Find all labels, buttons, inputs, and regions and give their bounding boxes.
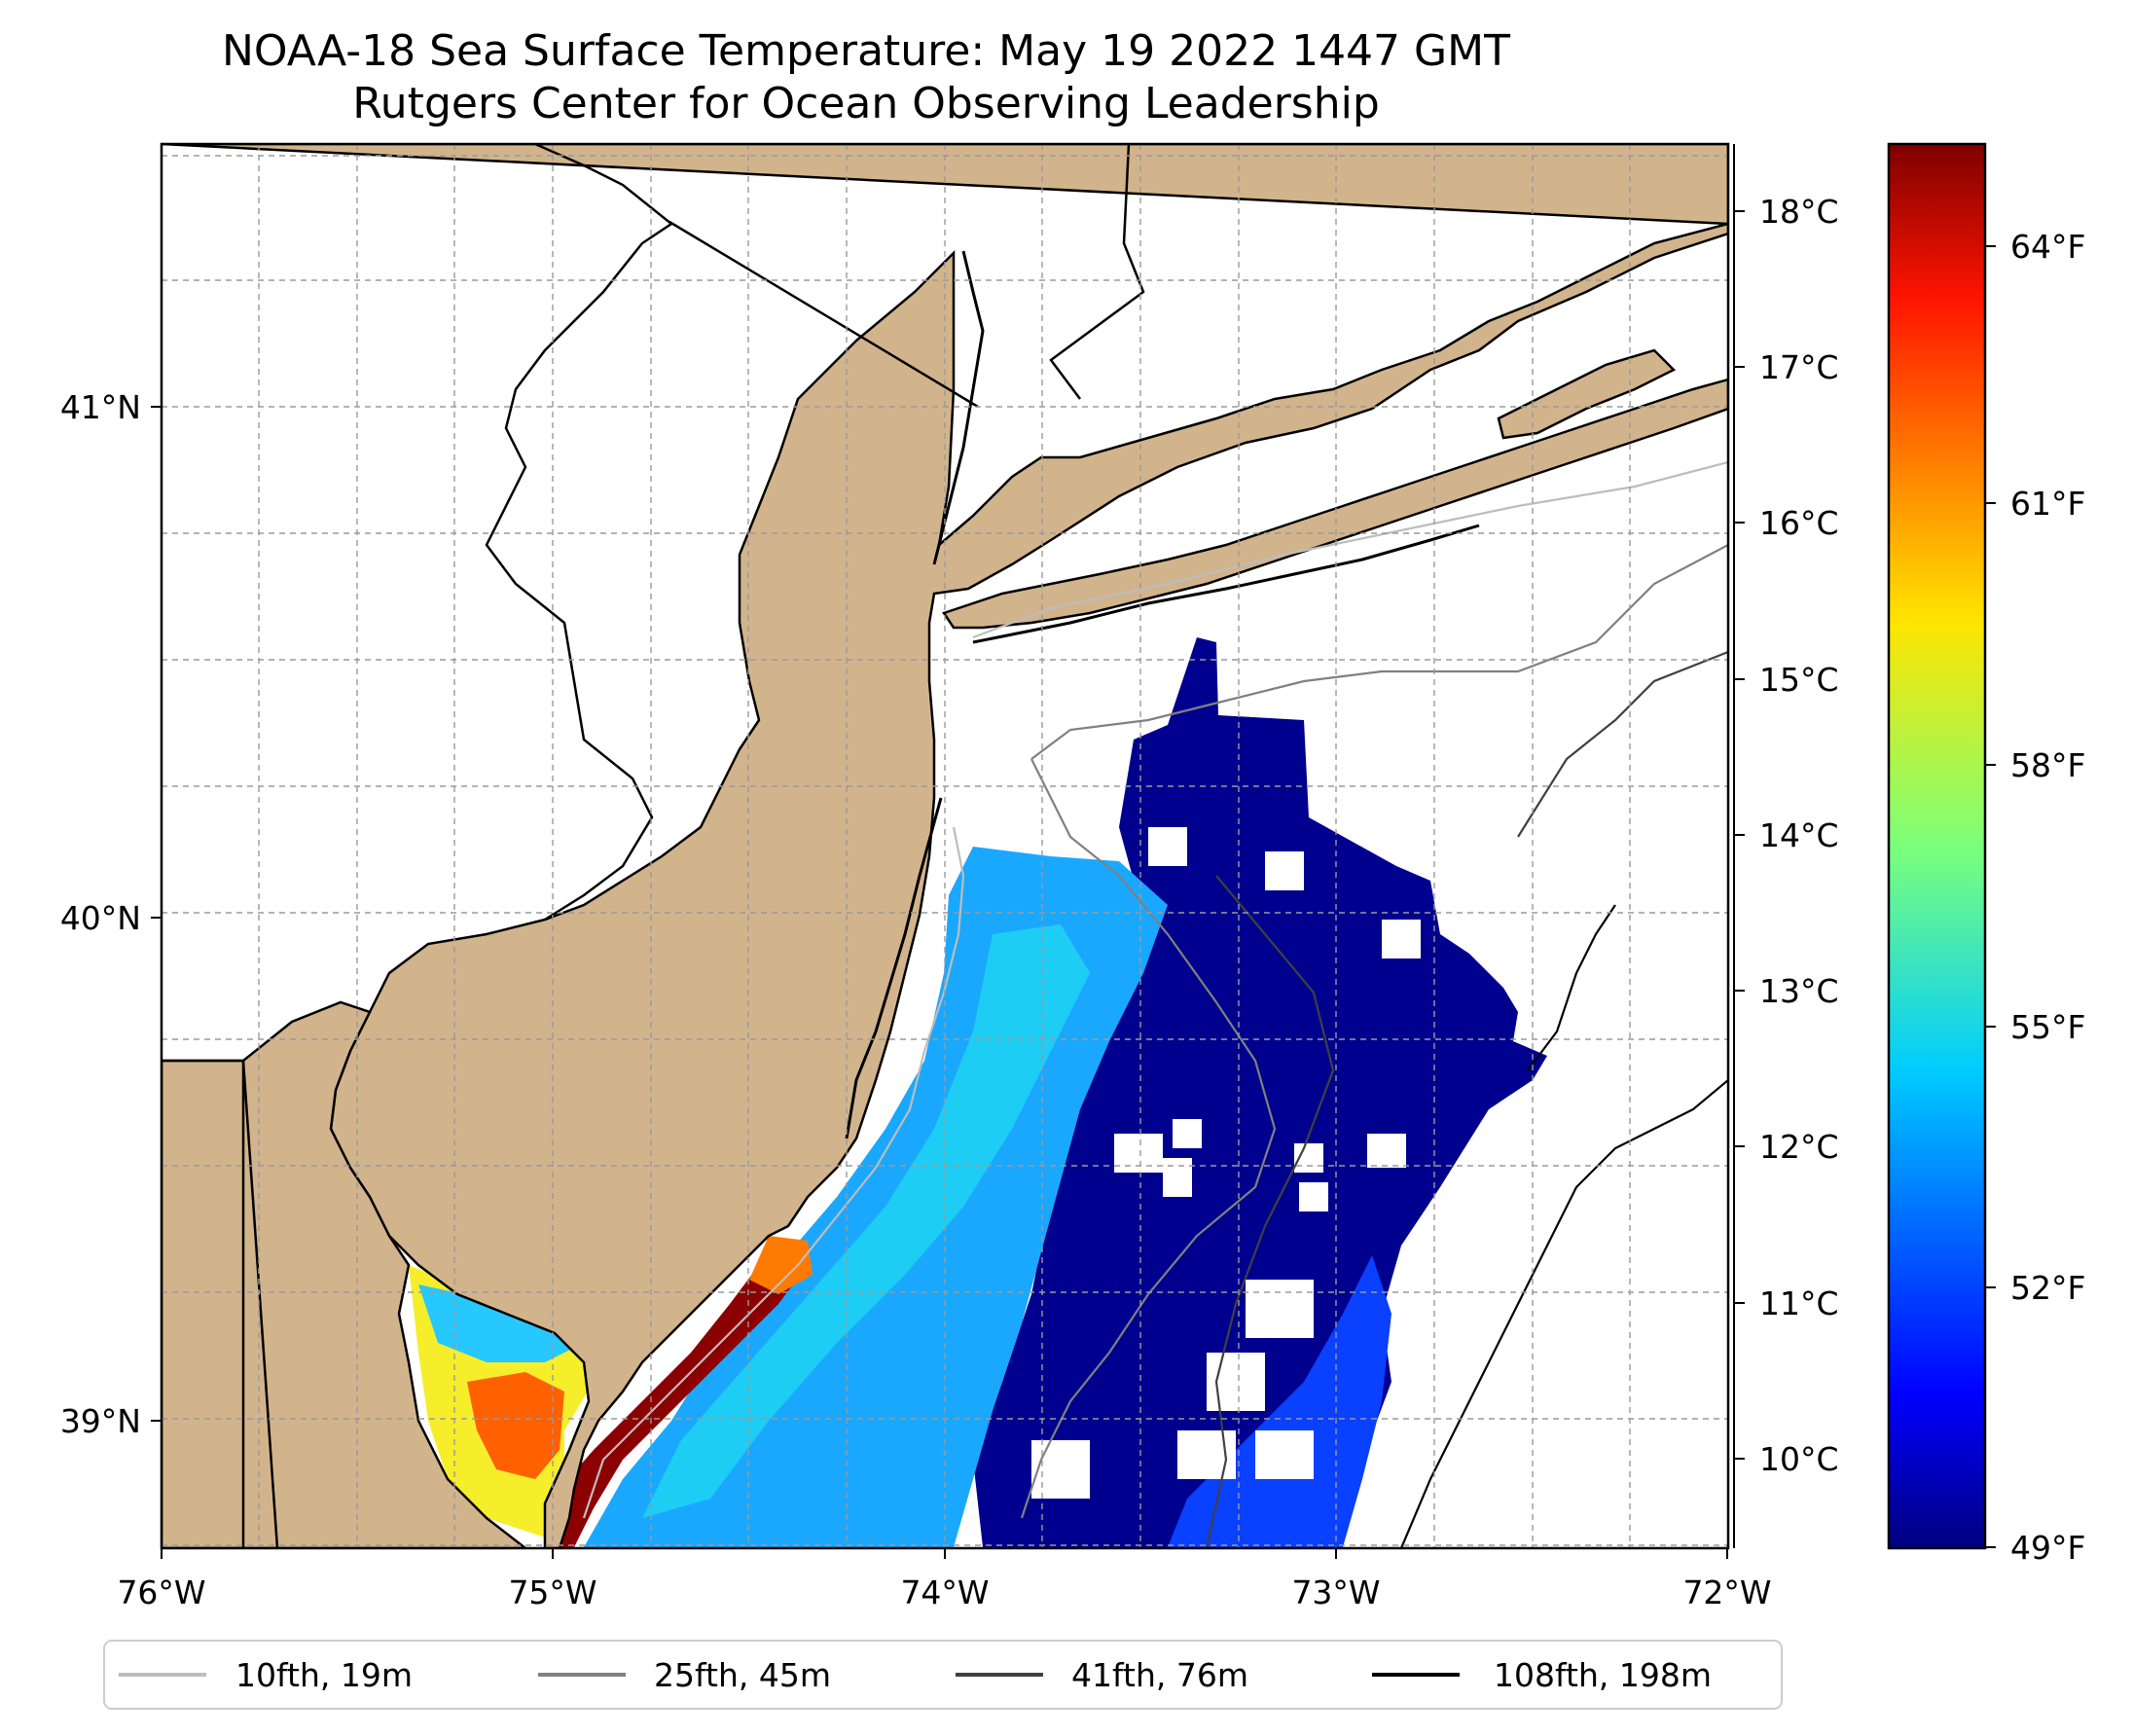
sst-mid-band — [642, 924, 1090, 1518]
legend-item: 25fth, 45m — [538, 1656, 831, 1694]
sst-warm-orange — [749, 1236, 813, 1294]
legend-box — [103, 1640, 1783, 1710]
border-ny-ct — [1049, 144, 1145, 400]
figure-title: NOAA-18 Sea Surface Temperature: May 19 … — [222, 26, 1510, 76]
sst-overlay — [409, 637, 1547, 1547]
gridlines — [162, 144, 1728, 1548]
legend-label: 41fth, 76m — [1071, 1656, 1248, 1694]
legend-label: 10fth, 19m — [235, 1656, 413, 1694]
celsius-tick-label: 15°C — [1759, 661, 1839, 699]
fahrenheit-tick-label: 61°F — [2010, 485, 2085, 523]
celsius-tick-label: 13°C — [1759, 972, 1839, 1010]
hudson-river — [932, 250, 985, 565]
fahrenheit-tick-label: 55°F — [2010, 1008, 2085, 1046]
x-tick-label: 72°W — [1682, 1573, 1771, 1611]
celsius-tick-label: 12°C — [1759, 1128, 1839, 1166]
celsius-scale: 18°C 17°C 16°C 15°C 14°C 13°C 12°C 11°C … — [1733, 144, 1839, 1548]
sst-delaware-bay-cool — [418, 1284, 584, 1362]
colorbar-gradient — [1887, 142, 1987, 1550]
sst-cold-region — [973, 637, 1547, 1547]
contour-25fth — [1020, 544, 1728, 1519]
contour-41fth — [1205, 650, 1728, 1548]
celsius-tick-label: 16°C — [1759, 504, 1839, 542]
x-tick-label: 75°W — [508, 1573, 596, 1611]
sst-delaware-bay-inner — [467, 1372, 564, 1479]
barrier-island-nj — [845, 797, 943, 1139]
coastlines — [845, 250, 1480, 1139]
legend: 10fth, 19m 25fth, 45m 41fth, 76m 108fth,… — [103, 1640, 1783, 1710]
y-tick-label: 40°N — [60, 899, 141, 937]
bathymetry-contours — [582, 460, 1728, 1548]
celsius-tick-label: 11°C — [1759, 1284, 1839, 1322]
x-tick-label: 74°W — [900, 1573, 989, 1611]
land-delmarva — [162, 1000, 528, 1548]
contour-10fth — [582, 460, 1728, 1519]
contour-108fth — [1399, 904, 1728, 1548]
colorbar: 64°F 61°F 58°F 55°F 52°F 49°F — [1887, 142, 2085, 1567]
x-tick-label: 73°W — [1291, 1573, 1380, 1611]
y-tick-labels: 41°N 40°N 39°N — [60, 388, 141, 1440]
legend-item: 10fth, 19m — [119, 1656, 413, 1694]
y-tick-label: 41°N — [60, 388, 141, 426]
figure-subtitle: Rutgers Center for Ocean Observing Leade… — [352, 79, 1380, 128]
sst-warm-coast — [555, 1246, 808, 1547]
x-tick-label: 76°W — [117, 1573, 205, 1611]
celsius-tick-label: 14°C — [1759, 816, 1839, 854]
legend-item: 41fth, 76m — [956, 1656, 1248, 1694]
map-plot — [162, 144, 1728, 1548]
fahrenheit-tick-label: 52°F — [2010, 1269, 2085, 1307]
celsius-tick-label: 10°C — [1759, 1440, 1839, 1478]
fahrenheit-tick-label: 64°F — [2010, 228, 2085, 266]
celsius-tick-label: 17°C — [1759, 348, 1839, 386]
celsius-tick-label: 18°C — [1759, 193, 1839, 231]
legend-item: 108fth, 198m — [1372, 1656, 1712, 1694]
li-south-shore-barrier — [972, 524, 1480, 644]
border-nj-pa — [485, 144, 674, 922]
x-tick-labels: 76°W 75°W 74°W 73°W 72°W — [117, 1573, 1771, 1611]
fahrenheit-tick-label: 58°F — [2010, 746, 2085, 784]
axis-ticks — [151, 406, 1728, 1559]
legend-label: 25fth, 45m — [654, 1656, 831, 1694]
legend-label: 108fth, 198m — [1494, 1656, 1712, 1694]
y-tick-label: 39°N — [60, 1402, 141, 1440]
fahrenheit-tick-label: 49°F — [2010, 1529, 2085, 1567]
state-borders — [162, 144, 1145, 1548]
border-ny-nj — [669, 220, 979, 409]
